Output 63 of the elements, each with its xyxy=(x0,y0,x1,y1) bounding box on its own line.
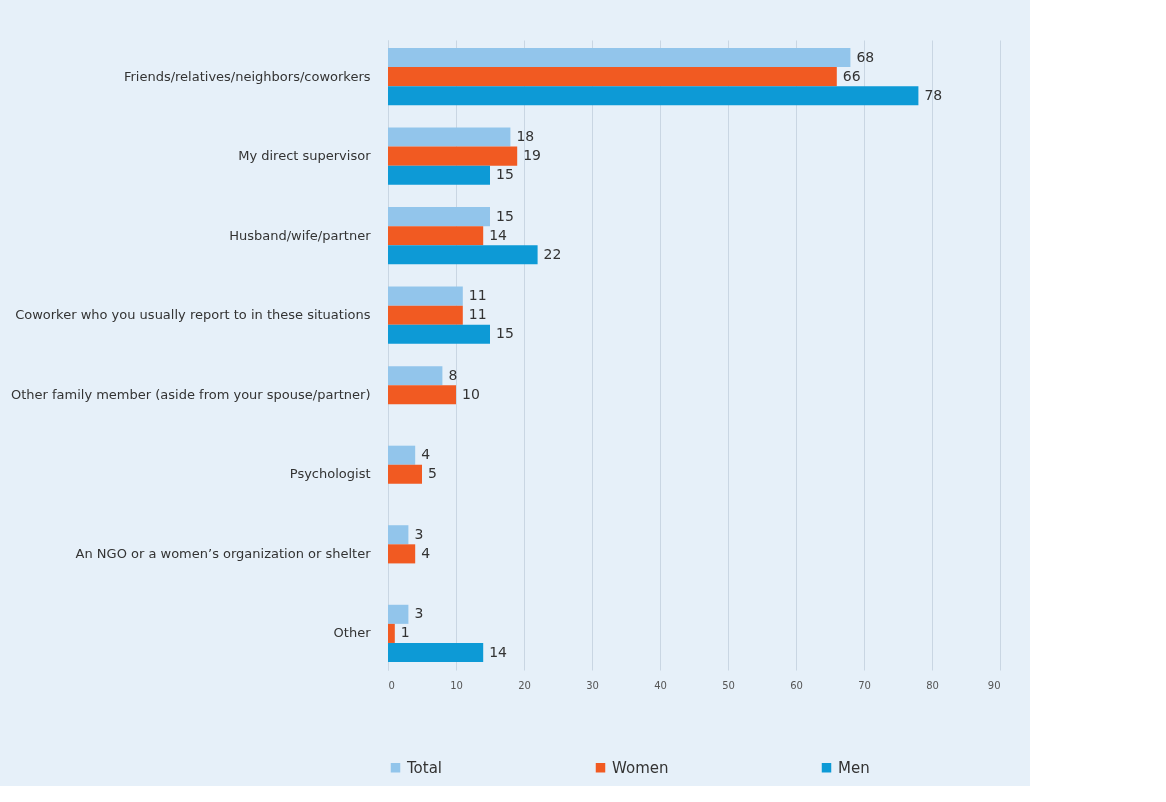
data-label: 11 xyxy=(468,287,487,304)
data-label: 15 xyxy=(496,207,514,224)
y-tick-label: An NGO or a women’s organization or shelter xyxy=(75,545,372,561)
data-label: 78 xyxy=(924,86,943,103)
data-label: 15 xyxy=(496,166,514,183)
bar xyxy=(388,324,490,344)
legend-label: Men xyxy=(838,758,870,777)
y-tick-label: Other family member (aside from your spouse/partner) xyxy=(10,386,371,402)
data-label: 10 xyxy=(462,385,480,402)
y-tick-label: Psychologist xyxy=(289,466,371,482)
bar xyxy=(388,226,484,246)
y-tick-label: Husband/wife/partner xyxy=(229,227,372,243)
bar xyxy=(388,305,463,325)
data-label: 3 xyxy=(414,605,424,622)
data-label: 5 xyxy=(428,465,437,482)
data-label: 68 xyxy=(856,48,875,65)
bar xyxy=(388,525,409,545)
data-label: 11 xyxy=(468,306,487,323)
data-label: 3 xyxy=(414,525,424,542)
data-label: 14 xyxy=(489,643,508,660)
x-tick-label: 10 xyxy=(450,679,463,691)
x-tick-label: 50 xyxy=(722,679,735,691)
data-label: 15 xyxy=(496,325,514,342)
data-label: 14 xyxy=(489,226,508,243)
data-label: 4 xyxy=(421,446,431,463)
bar xyxy=(388,544,416,564)
legend-label: Women xyxy=(612,758,669,777)
x-tick-label: 60 xyxy=(790,679,803,691)
data-label: 18 xyxy=(516,128,535,145)
bar xyxy=(388,207,490,227)
bar xyxy=(388,67,837,87)
bar xyxy=(388,286,463,306)
bar xyxy=(388,604,409,624)
y-tick-label: My direct supervisor xyxy=(238,148,372,164)
data-label: 22 xyxy=(543,245,562,262)
bar xyxy=(388,146,518,166)
data-label: 4 xyxy=(421,544,431,561)
bar xyxy=(388,464,422,484)
x-tick-label: 20 xyxy=(518,679,531,691)
bar xyxy=(388,642,484,663)
data-label: 66 xyxy=(842,67,861,84)
bar xyxy=(388,366,443,386)
x-tick-label: 0 xyxy=(388,679,395,691)
bar xyxy=(388,127,511,147)
bar xyxy=(388,385,456,405)
bar xyxy=(388,86,919,106)
x-tick-label: 70 xyxy=(858,679,871,691)
x-tick-label: 90 xyxy=(987,679,1001,691)
y-tick-label: Friends/relatives/neighbors/coworkers xyxy=(123,68,371,84)
x-tick-label: 40 xyxy=(654,679,667,691)
data-label: 8 xyxy=(448,366,458,383)
data-label: 19 xyxy=(523,147,542,164)
x-tick-label: 80 xyxy=(926,679,939,691)
bar xyxy=(388,445,416,465)
bar xyxy=(388,245,538,265)
bar xyxy=(388,623,395,643)
y-tick-label: Other xyxy=(333,625,372,641)
data-label: 1 xyxy=(400,624,410,641)
bar xyxy=(388,165,490,185)
bar xyxy=(388,47,851,68)
x-tick-label: 30 xyxy=(586,679,599,691)
legend-label: Total xyxy=(406,758,443,777)
y-tick-label: Coworker who you usually report to in these situations xyxy=(15,307,371,323)
